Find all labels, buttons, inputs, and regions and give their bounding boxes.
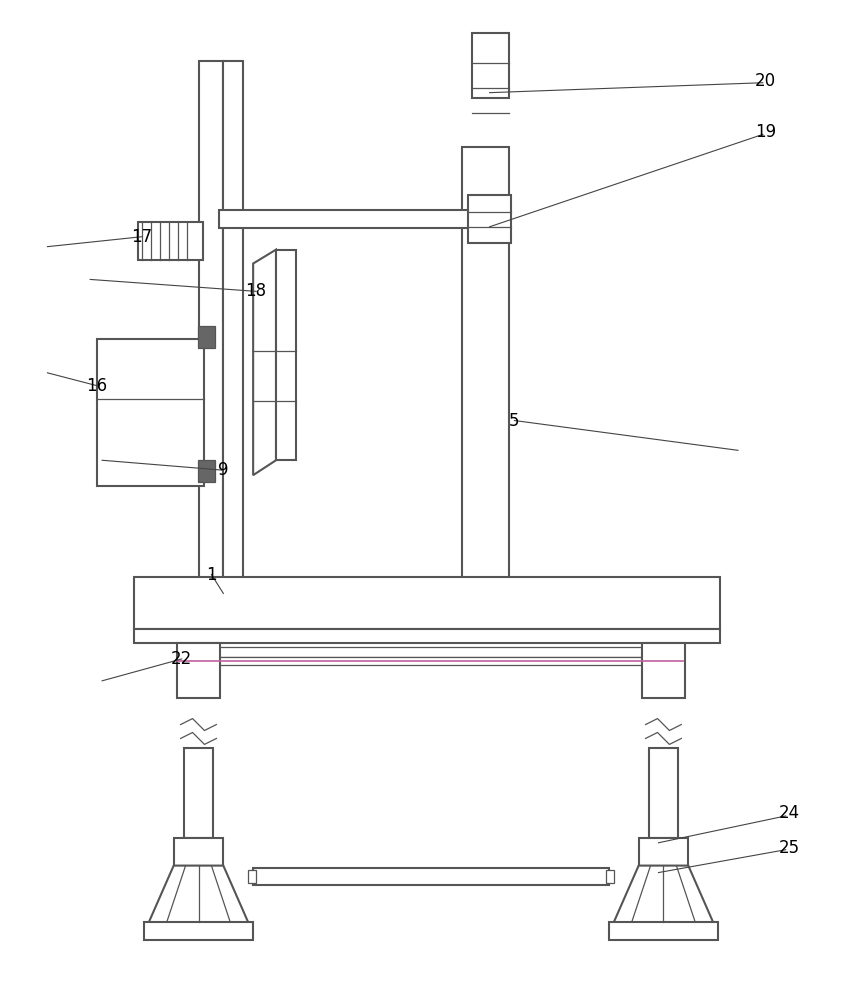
Bar (177, 643, 220, 698)
Text: 19: 19 (755, 123, 776, 141)
Text: 18: 18 (246, 282, 267, 300)
Polygon shape (614, 866, 713, 922)
Text: 16: 16 (87, 377, 108, 395)
Text: 5: 5 (509, 412, 519, 430)
Text: 22: 22 (171, 650, 192, 668)
Text: 20: 20 (755, 72, 776, 90)
Bar (468, 195, 512, 243)
Bar (177, 657, 683, 665)
Bar (471, 33, 509, 98)
Bar (174, 838, 224, 866)
Bar (200, 61, 224, 619)
Bar (97, 339, 205, 486)
Bar (224, 61, 243, 619)
Bar (649, 748, 679, 838)
Bar (177, 647, 683, 657)
Bar (197, 460, 215, 482)
Bar (638, 838, 688, 866)
Bar (219, 210, 477, 228)
Bar (144, 922, 253, 940)
Text: 1: 1 (206, 566, 217, 584)
Text: 9: 9 (218, 461, 229, 479)
Bar (253, 868, 608, 885)
Bar (462, 147, 509, 619)
Text: 24: 24 (779, 804, 800, 822)
Bar (642, 643, 686, 698)
Text: 25: 25 (779, 839, 800, 857)
Bar (249, 870, 256, 883)
Bar (608, 922, 718, 940)
Bar (138, 222, 203, 260)
Bar (197, 326, 215, 348)
Polygon shape (253, 250, 276, 475)
Bar (134, 629, 720, 643)
Bar (183, 748, 213, 838)
Polygon shape (149, 866, 249, 922)
Bar (606, 870, 614, 883)
Text: 17: 17 (131, 228, 153, 246)
Polygon shape (276, 250, 296, 460)
Bar (134, 577, 720, 629)
